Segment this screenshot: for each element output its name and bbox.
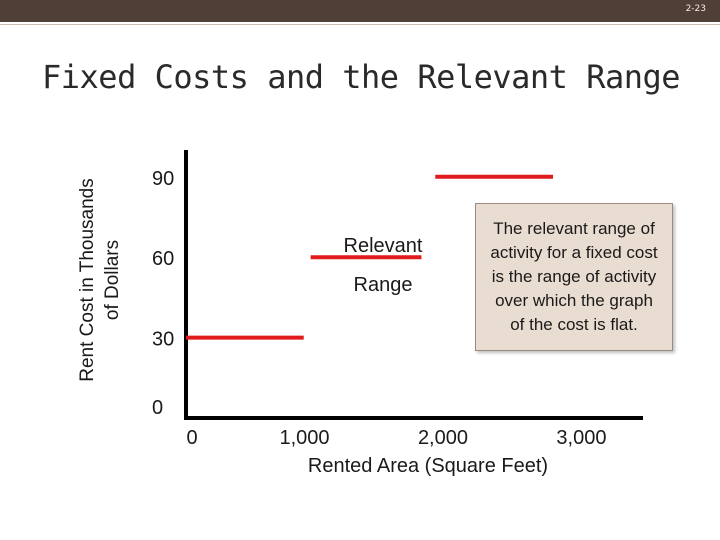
y-tick-label-0: 0 bbox=[152, 397, 163, 419]
slide-number: 2-23 bbox=[685, 4, 706, 14]
y-tick-label-3: 90 bbox=[152, 168, 174, 190]
relevant-range-callout: The relevant range of activity for a fix… bbox=[475, 203, 673, 351]
annotation-range: Range bbox=[354, 274, 413, 296]
x-tick-label-3: 3,000 bbox=[556, 427, 606, 449]
y-tick-label-1: 30 bbox=[152, 329, 174, 351]
header-divider bbox=[0, 24, 720, 25]
x-tick-label-0: 0 bbox=[186, 427, 197, 449]
x-axis-label: Rented Area (Square Feet) bbox=[308, 455, 548, 477]
x-tick-label-2: 2,000 bbox=[418, 427, 468, 449]
y-tick-label-2: 60 bbox=[152, 248, 174, 270]
annotation-relevant: Relevant bbox=[344, 235, 423, 257]
callout-text: The relevant range of activity for a fix… bbox=[490, 219, 658, 334]
chart-title: Fixed Costs and the Relevant Range bbox=[42, 58, 681, 96]
x-tick-label-1: 1,000 bbox=[279, 427, 329, 449]
header-bar bbox=[0, 0, 720, 22]
